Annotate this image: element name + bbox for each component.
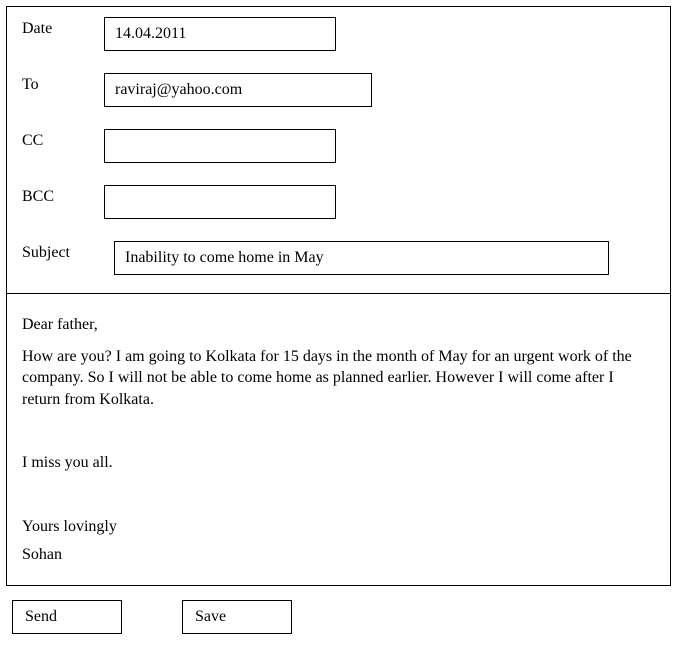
miss-line: I miss you all. [22,452,655,474]
row-subject: Subject Inability to come home in May [22,241,655,275]
subject-input[interactable]: Inability to come home in May [114,241,609,275]
closing-line: Yours lovingly [22,516,655,538]
body-section: Dear father, How are you? I am going to … [7,294,670,585]
date-value: 14.04.2011 [115,25,186,43]
email-form: Date 14.04.2011 To raviraj@yahoo.com CC … [6,6,671,586]
salutation: Dear father, [22,314,655,336]
date-input[interactable]: 14.04.2011 [104,17,336,51]
label-date: Date [22,17,104,38]
row-bcc: BCC [22,185,655,219]
cc-input[interactable] [104,129,336,163]
body-paragraph: How are you? I am going to Kolkata for 1… [22,346,655,411]
row-date: Date 14.04.2011 [22,17,655,51]
label-to: To [22,73,104,94]
row-to: To raviraj@yahoo.com [22,73,655,107]
bcc-input[interactable] [104,185,336,219]
to-value: raviraj@yahoo.com [115,81,242,99]
to-input[interactable]: raviraj@yahoo.com [104,73,372,107]
label-cc: CC [22,129,104,150]
label-bcc: BCC [22,185,104,206]
row-cc: CC [22,129,655,163]
header-section: Date 14.04.2011 To raviraj@yahoo.com CC … [7,7,670,294]
save-button[interactable]: Save [182,600,292,634]
label-subject: Subject [22,241,104,262]
button-row: Send Save [6,600,671,634]
subject-value: Inability to come home in May [125,249,324,267]
name-line: Sohan [22,544,655,566]
send-button[interactable]: Send [12,600,122,634]
